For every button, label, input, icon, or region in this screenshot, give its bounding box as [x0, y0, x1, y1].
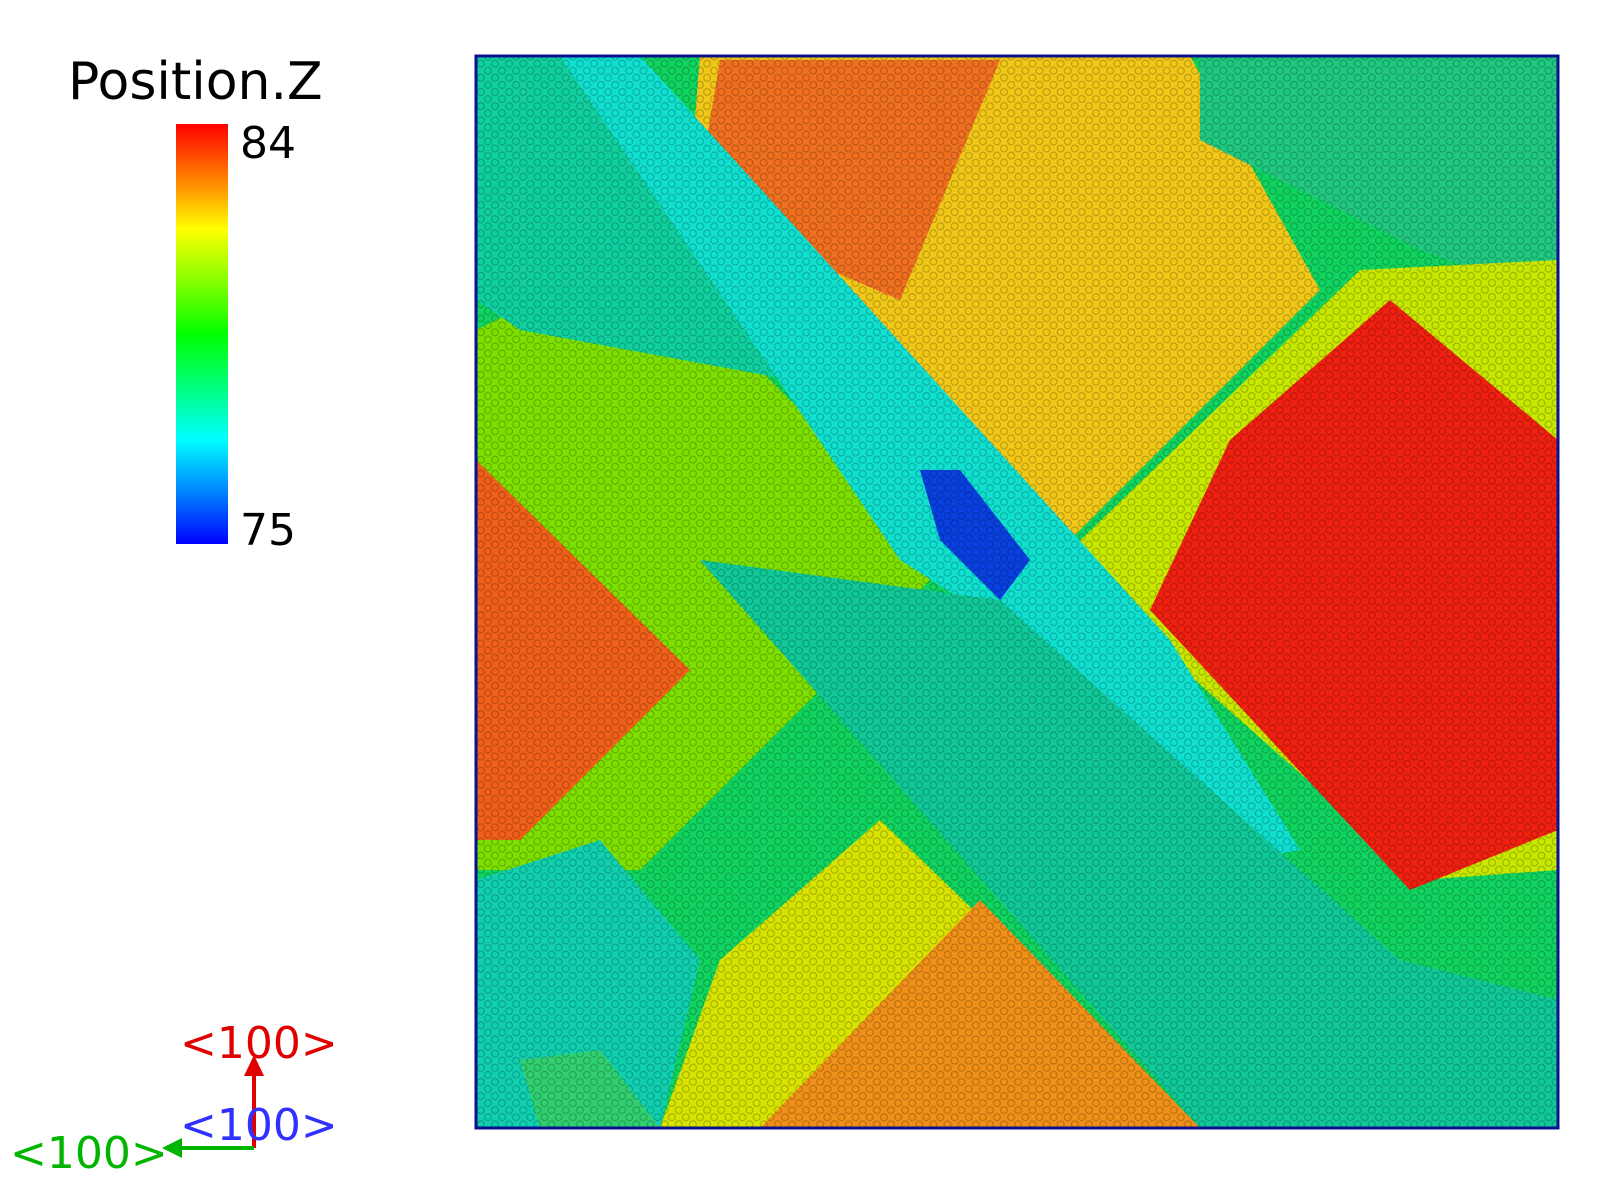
- colorbar-title: Position.Z: [68, 52, 323, 112]
- simulation-box-outline: [474, 54, 1560, 1130]
- colorbar-max-label: 84: [240, 118, 296, 169]
- out-of-plane-axis-label: <100>: [180, 1100, 338, 1151]
- colorbar-min-label: 75: [240, 505, 296, 556]
- vertical-axis-arrowhead: [244, 1055, 264, 1076]
- horizontal-axis-label: <100>: [10, 1128, 168, 1179]
- horizontal-axis-arrowhead: [162, 1138, 182, 1158]
- vertical-axis-label: <100>: [180, 1018, 338, 1069]
- atom-lattice-texture: [476, 56, 1558, 1128]
- colorbar-gradient: [176, 124, 228, 544]
